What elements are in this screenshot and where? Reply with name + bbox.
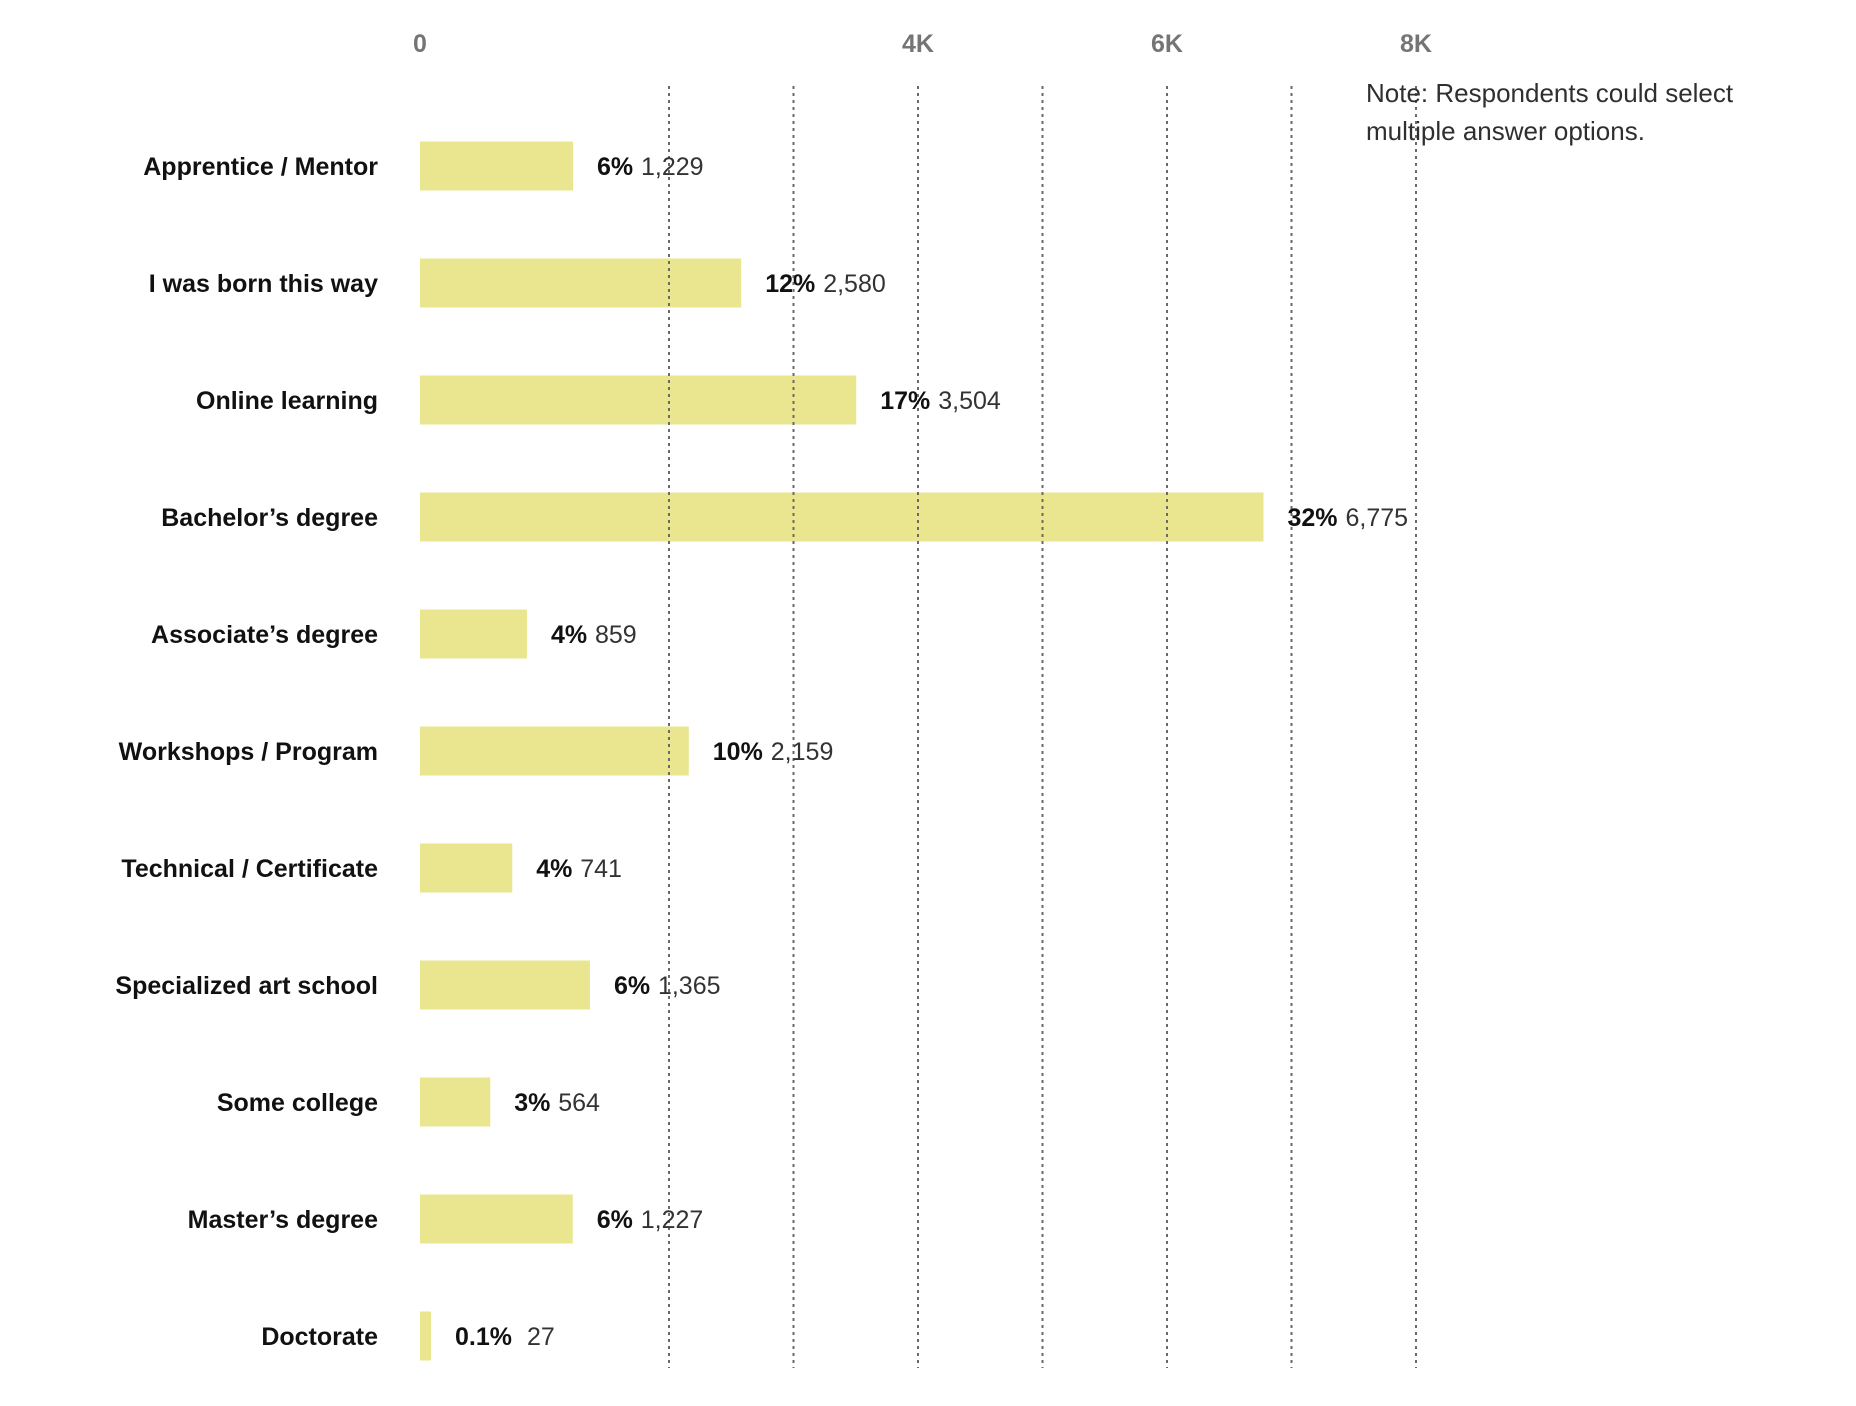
percent-label-3: 32% bbox=[1287, 504, 1337, 532]
bar-2 bbox=[420, 375, 857, 425]
value-label-10: 27 bbox=[527, 1323, 555, 1351]
bar-7 bbox=[420, 960, 590, 1010]
bar-1 bbox=[420, 258, 742, 308]
value-label-7: 1,365 bbox=[658, 972, 721, 1000]
value-label-6: 741 bbox=[580, 855, 622, 883]
category-label-8: Some college bbox=[217, 1089, 378, 1117]
bar-4 bbox=[420, 609, 527, 659]
category-label-7: Specialized art school bbox=[115, 972, 378, 1000]
value-label-8: 564 bbox=[558, 1089, 600, 1117]
value-label-3: 6,775 bbox=[1345, 504, 1408, 532]
bar-10 bbox=[420, 1311, 431, 1361]
value-label-9: 1,227 bbox=[641, 1206, 704, 1234]
x-tick-label-0: 0 bbox=[413, 30, 427, 58]
x-tick-label-3: 8K bbox=[1400, 30, 1432, 58]
category-label-5: Workshops / Program bbox=[119, 738, 378, 766]
value-label-2: 3,504 bbox=[938, 387, 1001, 415]
category-label-3: Bachelor’s degree bbox=[161, 504, 378, 532]
percent-label-1: 12% bbox=[765, 270, 815, 298]
category-label-9: Master’s degree bbox=[188, 1206, 378, 1234]
percent-label-2: 17% bbox=[880, 387, 930, 415]
percent-label-0: 6% bbox=[597, 153, 633, 181]
bar-5 bbox=[420, 726, 689, 776]
category-label-2: Online learning bbox=[196, 387, 378, 415]
percent-label-9: 6% bbox=[597, 1206, 633, 1234]
percent-label-8: 3% bbox=[514, 1089, 550, 1117]
percent-label-7: 6% bbox=[614, 972, 650, 1000]
category-label-1: I was born this way bbox=[149, 270, 378, 298]
value-label-4: 859 bbox=[595, 621, 637, 649]
value-label-1: 2,580 bbox=[823, 270, 886, 298]
x-tick-label-1: 4K bbox=[902, 30, 934, 58]
value-label-5: 2,159 bbox=[771, 738, 834, 766]
chart-note: Note: Respondents could select multiple … bbox=[1366, 78, 1734, 146]
value-label-0: 1,229 bbox=[641, 153, 704, 181]
category-label-6: Technical / Certificate bbox=[121, 855, 378, 883]
bar-0 bbox=[420, 141, 574, 191]
percent-label-5: 10% bbox=[713, 738, 763, 766]
category-label-10: Doctorate bbox=[261, 1323, 378, 1351]
bar-3 bbox=[420, 492, 1264, 542]
category-label-4: Associate’s degree bbox=[151, 621, 378, 649]
percent-label-6: 4% bbox=[536, 855, 572, 883]
percent-label-4: 4% bbox=[551, 621, 587, 649]
bar-6 bbox=[420, 843, 513, 893]
percent-label-10: 0.1% bbox=[455, 1323, 512, 1351]
bar-9 bbox=[420, 1194, 573, 1244]
x-tick-label-2: 6K bbox=[1151, 30, 1183, 58]
bar-8 bbox=[420, 1077, 491, 1127]
category-label-0: Apprentice / Mentor bbox=[143, 153, 378, 181]
